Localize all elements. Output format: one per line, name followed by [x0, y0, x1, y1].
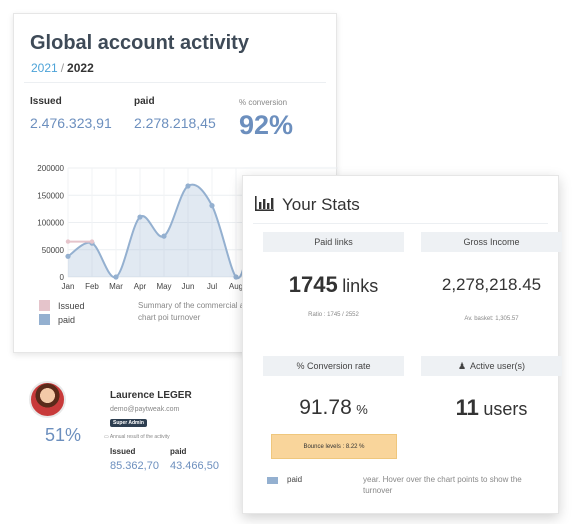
data-point-paid [185, 183, 191, 189]
issued-label: Issued [30, 96, 62, 107]
active-users-count: 11 users [421, 395, 562, 421]
year-separator: / [60, 61, 65, 75]
legend-swatch-paid [267, 477, 278, 484]
paid-links-header: Paid links [263, 232, 404, 252]
gross-income-amount: 2,278,218.45 [421, 275, 562, 295]
x-tick-label: Aug [229, 282, 243, 291]
legend-label-paid[interactable]: paid [287, 475, 303, 484]
conversion-rate-unit: % [356, 402, 368, 417]
user-paid-value: 43.466,50 [170, 460, 219, 472]
user-note-text: Annual result of the activity [109, 434, 170, 440]
conversion-rate-header: % Conversion rate [263, 356, 404, 376]
user-issued-value: 85.362,70 [110, 460, 159, 472]
data-point-paid [161, 233, 167, 239]
year-selector: 2021/2022 [31, 61, 94, 75]
role-badge: Super Admin [110, 419, 147, 427]
conversion-head-text: % Conversion rate [296, 361, 371, 371]
legend-label-issued[interactable]: Issued [58, 301, 85, 311]
user-note: ▭ Annual result of the activity [104, 434, 170, 440]
y-tick-label: 200000 [37, 164, 64, 173]
paid-label: paid [134, 96, 155, 107]
gross-income-head-text: Gross Income [463, 237, 520, 247]
gross-income-value: 2,278,218.45 [441, 275, 542, 294]
y-tick-label: 0 [60, 273, 65, 282]
legend-label-paid[interactable]: paid [58, 315, 76, 325]
user-email[interactable]: demo@paytweak.com [110, 406, 180, 413]
legend-swatch-paid [39, 314, 50, 325]
y-tick-label: 100000 [37, 219, 64, 228]
bounce-levels-box: Bounce levels : 8.22 % [271, 434, 397, 459]
conversion-rate-value: 91.78 [299, 396, 352, 419]
data-point-paid [137, 214, 143, 220]
gross-income-header: Gross Income [421, 232, 562, 252]
x-tick-label: Mar [109, 282, 123, 291]
y-tick-label: 50000 [42, 246, 65, 255]
series-area-paid [68, 184, 248, 279]
data-point-paid [113, 274, 119, 280]
avatar [29, 381, 66, 418]
conversion-value: 92% [239, 110, 294, 140]
x-tick-label: Apr [134, 282, 147, 291]
user-paid-label: paid [170, 447, 187, 456]
active-users-head-text: Active user(s) [470, 361, 526, 371]
bar-chart-icon [255, 196, 274, 211]
activity-summary: Summary of the commercial a year. Hover … [138, 301, 319, 322]
data-point-paid [65, 253, 71, 259]
active-users-header: ♟ Active user(s) [421, 356, 562, 376]
x-tick-label: Feb [85, 282, 99, 291]
paid-links-head-text: Paid links [314, 237, 353, 247]
average-basket: Av. basket: 1,305.57 [464, 316, 519, 322]
user-name: Laurence LEGER [110, 390, 192, 401]
y-tick-label: 150000 [37, 191, 64, 200]
data-point-issued [89, 239, 95, 244]
data-point-issued [65, 239, 71, 244]
paid-links-value: 1745 [288, 272, 338, 297]
conversion-rate: 91.78 % [263, 396, 404, 420]
paid-links-count: 1745 links [263, 272, 404, 298]
user-issued-label: Issued [110, 447, 136, 456]
issued-value: 2.476.323,91 [30, 115, 112, 131]
calendar-icon: ▭ [104, 434, 110, 440]
paid-links-unit: links [342, 276, 379, 296]
conversion-label: % conversion [239, 98, 288, 107]
x-tick-label: May [156, 282, 171, 291]
divider [253, 223, 548, 224]
activity-title: Global account activity [30, 32, 249, 54]
active-users-unit: users [483, 399, 528, 419]
paid-links-ratio: Ratio : 1745 / 2552 [308, 312, 359, 318]
activity-line-chart[interactable]: 0 50000 100000 150000 200000 Jan Feb Mar Apr May J… [20, 161, 340, 291]
chart-caption-fragment: year. Hover over the chart points to sho… [363, 475, 522, 495]
user-icon: ♟ [457, 360, 467, 371]
data-point-paid [233, 274, 239, 280]
paid-value: 2.278.218,45 [134, 115, 216, 131]
active-users-value: 11 [455, 395, 479, 420]
x-tick-label: Jul [207, 282, 217, 291]
stats-title: Your Stats [282, 195, 360, 214]
x-tick-label: Jun [182, 282, 195, 291]
legend-swatch-issued [39, 300, 50, 311]
divider [24, 82, 326, 83]
data-point-paid [209, 203, 215, 209]
year-2021-link[interactable]: 2021 [31, 61, 58, 75]
bounce-levels-text: Bounce levels : 8.22 % [303, 443, 365, 450]
x-tick-label: Jan [62, 282, 75, 291]
year-current: 2022 [67, 61, 94, 75]
your-stats-card: Your Stats Paid links 1745 links Ratio :… [242, 175, 562, 514]
user-percent: 51% [45, 425, 82, 445]
